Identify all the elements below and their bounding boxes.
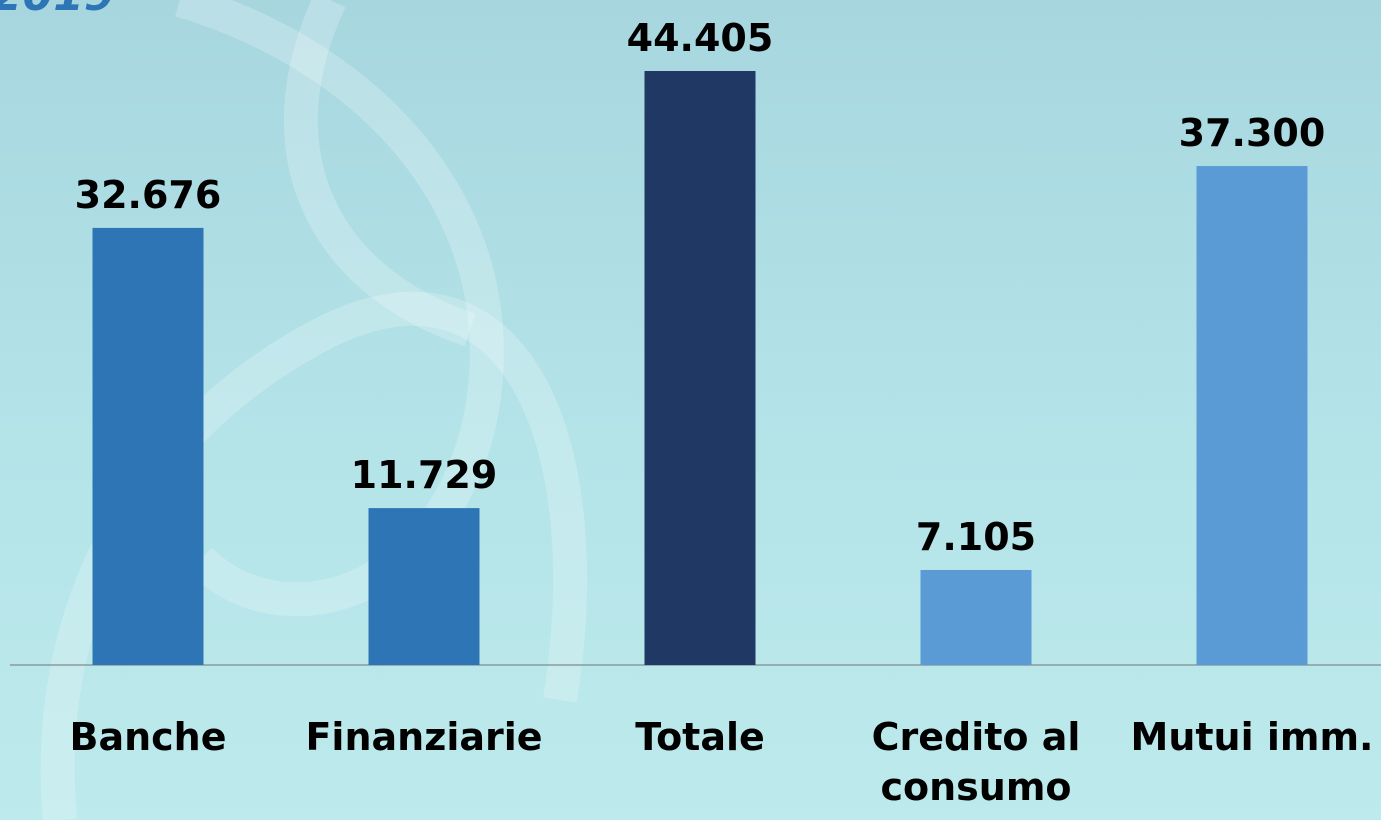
bar <box>1196 166 1308 666</box>
value-label: 11.729 <box>351 453 498 497</box>
x-tick-label: Totale <box>635 715 765 759</box>
background-swirl <box>40 0 587 820</box>
bar <box>920 569 1032 665</box>
x-tick-label: Credito al consumo <box>871 715 1081 809</box>
value-label: 44.405 <box>627 16 774 60</box>
x-tick-label: Banche <box>69 715 227 759</box>
bar <box>92 227 204 665</box>
chart-title: 2019 <box>0 0 114 21</box>
value-label: 32.676 <box>75 173 222 217</box>
bar <box>368 508 480 665</box>
value-label: 7.105 <box>916 515 1036 559</box>
bar <box>644 71 756 665</box>
value-label: 37.300 <box>1179 111 1326 155</box>
x-tick-label: Mutui imm. <box>1130 715 1374 759</box>
x-tick-label: Finanziarie <box>305 715 543 759</box>
